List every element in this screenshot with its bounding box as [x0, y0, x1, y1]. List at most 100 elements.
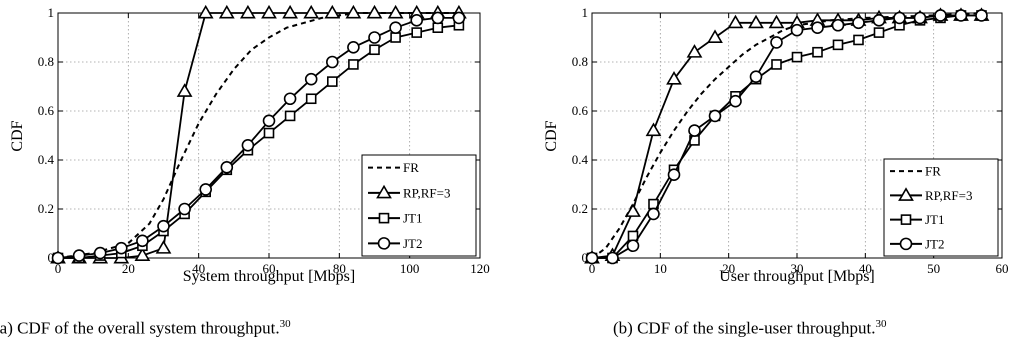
chart-b-series-jt2-point-6 [708, 109, 722, 123]
chart-a-series-jt1-point-10 [263, 127, 275, 139]
chart-a-legend-rp-rf-3-marker [376, 184, 392, 199]
chart-a-xtick-label-20: 20 [122, 261, 135, 276]
chart-b-legend-rp-rf-3-label: RP,RF=3 [925, 188, 972, 203]
chart-a-legend-jt1-marker [378, 212, 390, 224]
chart-b-series-jt2-point-0 [585, 251, 599, 265]
chart-b-series-rp-rf-3-point-3 [645, 122, 662, 137]
chart-b-xtick-label-0: 0 [589, 261, 596, 276]
chart-a-series-jt2-point-12 [304, 72, 318, 86]
caption-b-ref: 30 [875, 318, 887, 330]
chart-a-series-rp-rf-3-point-16 [387, 4, 404, 19]
chart-a-xtick-label-120: 120 [470, 261, 490, 276]
chart-a-series-jt1-point-13 [326, 76, 338, 87]
chart-b-xtick-label-30: 30 [791, 261, 804, 276]
chart-a-ytick-label-0.8: 0.8 [38, 54, 54, 69]
chart-a-series-jt1-point-15 [369, 44, 380, 56]
chart-a-series-jt2-point-13 [325, 55, 339, 69]
chart-b-series-jt2-point-17 [934, 9, 947, 22]
chart-b-series-jt2-point-16 [913, 11, 927, 25]
chart-a-series-jt2-point-14 [347, 40, 360, 54]
chart-b-legend-jt2-marker [899, 237, 913, 251]
chart-a-series-rp-rf-3-point-9 [240, 4, 256, 19]
chart-a-legend-jt2-marker [377, 237, 391, 250]
chart-a-ytick-label-1: 1 [48, 5, 55, 20]
chart-a-legend-jt1-label: JT1 [403, 211, 423, 226]
chart-a-series-jt2-point-3 [115, 241, 128, 255]
chart-a-series-rp-rf-3-point-11 [282, 4, 298, 19]
chart-a-series-rp-rf-3-point-10 [261, 4, 277, 19]
chart-b-series-rp-rf-3-point-5 [686, 44, 703, 58]
chart-a-xtick-label-0: 0 [55, 261, 62, 276]
chart-a-series-jt2-point-18 [431, 11, 445, 25]
chart-a-ytick-label-0.4: 0.4 [38, 152, 55, 167]
chart-a-series-jt2-point-5 [157, 219, 170, 233]
chart-b-legend-rp-rf-3-marker [898, 187, 914, 201]
chart-a-legend-rp-rf-3-label: RP,RF=3 [403, 185, 450, 200]
chart-b-xtick-label-50: 50 [927, 261, 940, 276]
chart-b-yaxis-label: CDF [543, 120, 560, 151]
chart-a-legend-fr-label: FR [403, 160, 419, 175]
chart-b: 0 10 20 30 40 50 60 0 0.2 0.4 0.6 0.8 1 User throughp… [543, 5, 1009, 285]
chart-b-xtick-label-60: 60 [996, 261, 1009, 276]
chart-b-series-jt2-point-18 [954, 9, 968, 22]
chart-a-series-jt2-point-7 [199, 183, 212, 196]
chart-b-series-jt2-point-2 [626, 239, 640, 253]
chart-a-xaxis-label: System throughput [Mbps] [183, 268, 355, 285]
chart-a-series-rp-rf-3-point-5 [155, 240, 172, 254]
chart-b-series-jt2-point-9 [770, 36, 783, 49]
chart-a-series-jt2-point-1 [72, 249, 86, 262]
chart-b-series-jt2-point-7 [729, 94, 742, 108]
chart-a-series-jt2-point-15 [368, 31, 381, 44]
chart-a-series-jt1-point-16 [390, 32, 401, 43]
chart-a-series-jt1-point-18 [432, 22, 444, 34]
chart-b-series-rp-rf-3-point-6 [707, 29, 723, 43]
chart-a-series-jt2-point-4 [136, 234, 149, 248]
chart-b-series-jt2-point-15 [893, 11, 906, 25]
chart-b-series-jt1-point-2 [627, 230, 639, 242]
chart-b-series-jt1-point-12 [832, 39, 844, 51]
chart-a-ytick-label-0.6: 0.6 [38, 103, 55, 118]
chart-b-series-jt2-point-4 [667, 168, 681, 181]
caption-b-text: (b) CDF of the single-user throughput. [613, 318, 876, 338]
chart-a-series-jt2-point-16 [389, 21, 402, 35]
chart-b-series-jt1-point-11 [812, 46, 823, 58]
chart-b-series-jt2-point-1 [606, 251, 619, 265]
chart-a-series-jt2-point-9 [241, 139, 255, 152]
chart-a-series-rp-rf-3-point-14 [345, 4, 362, 19]
chart-b-ytick-label-0.2: 0.2 [572, 201, 588, 216]
chart-a-series-rp-rf-3-point-7 [197, 4, 214, 19]
chart-a-series-jt2-point-11 [283, 92, 297, 106]
chart-b-legend-fr-label: FR [925, 164, 941, 179]
chart-b-xtick-label-40: 40 [859, 261, 872, 276]
chart-a-series-jt2-point-6 [178, 202, 191, 216]
chart-b-series-jt1-point-13 [853, 34, 864, 46]
chart-a-series-rp-rf-3-point-15 [366, 4, 383, 19]
caption-a-text: (a) CDF of the overall system throughput… [0, 318, 280, 338]
chart-a-series-jt2-point-19 [452, 11, 466, 25]
chart-a-ytick-label-0.2: 0.2 [38, 201, 54, 216]
chart-b-series-jt2-point-13 [852, 16, 865, 30]
chart-a-yaxis-label: CDF [9, 120, 26, 151]
caption-b: (b) CDF of the single-user throughput.30 [613, 318, 887, 339]
chart-b-ytick-label-0.8: 0.8 [572, 54, 588, 69]
chart-b-xtick-label-20: 20 [722, 261, 735, 276]
chart-b-series-jt2-point-10 [790, 23, 804, 37]
chart-a-ytick-label-0: 0 [48, 250, 55, 265]
chart-a-series-jt2-point-10 [262, 114, 276, 128]
chart-b-series-jt2-point-12 [831, 18, 845, 32]
chart-b-series-jt2-point-3 [647, 207, 660, 221]
chart-a-series-jt1-point-17 [411, 27, 423, 38]
chart-a-series-jt1-point-14 [348, 59, 359, 70]
chart-b-xaxis-label: User throughput [Mbps] [719, 268, 875, 285]
chart-b-series-jt2-point-19 [975, 9, 988, 22]
chart-b-legend-jt1-marker [900, 214, 912, 225]
chart-a: 0 20 40 60 80 100 120 0 0.2 0.4 0.6 0.8 1 System thro… [9, 4, 490, 285]
chart-b-series-rp-rf-3-point-4 [666, 71, 682, 85]
chart-b-series-rp-rf-3-point-2 [625, 203, 641, 217]
chart-a-series-rp-rf-3-point-4 [134, 247, 151, 262]
chart-b-series-jt1-point-14 [873, 27, 885, 38]
chart-a-xtick-label-60: 60 [263, 261, 276, 276]
chart-a-series-rp-rf-3-point-13 [324, 4, 341, 19]
chart-a-series-jt2-point-0 [51, 251, 65, 265]
chart-b-ytick-label-0.4: 0.4 [572, 152, 589, 167]
